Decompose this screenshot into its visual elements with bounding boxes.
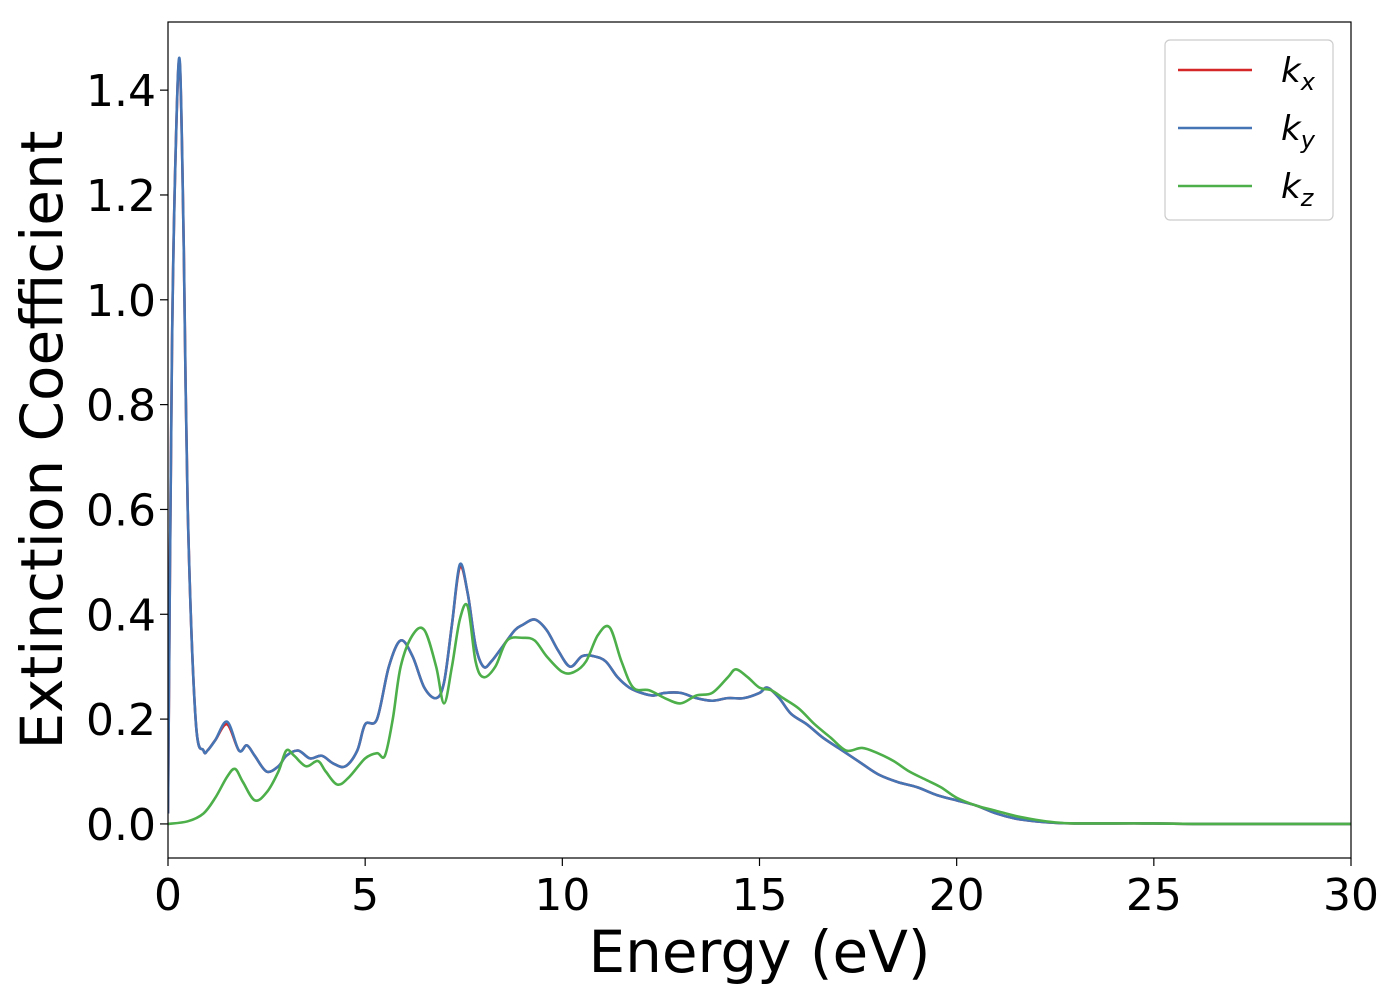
y-tick-label: 1.0: [86, 276, 156, 327]
x-axis-title: Energy (eV): [588, 918, 930, 986]
x-tick-label: 10: [534, 870, 590, 921]
x-tick-label: 0: [154, 870, 182, 921]
series-line-z: [168, 602, 1351, 826]
legend-label-x: kx: [1281, 51, 1316, 96]
legend-label-z: kz: [1281, 167, 1315, 212]
y-tick-label: 1.4: [86, 66, 156, 117]
y-axis-title: Extinction Coefficient: [8, 131, 76, 750]
y-tick-label: 1.2: [86, 171, 156, 222]
legend: kx ky kz: [1164, 39, 1334, 221]
legend-label-y: ky: [1281, 109, 1316, 154]
legend-box: [1164, 39, 1334, 221]
y-tick-label: 0.2: [86, 695, 156, 746]
x-axis-ticks: 0 5 10 15 20 25 30: [154, 858, 1379, 921]
y-tick-label: 0.8: [86, 381, 156, 432]
x-tick-label: 20: [929, 870, 985, 921]
y-tick-label: 0.0: [86, 800, 156, 851]
series-layer: [168, 56, 1351, 826]
y-axis-ticks: 0.0 0.2 0.4 0.6 0.8 1.0 1.2 1.4: [86, 66, 168, 851]
y-tick-label: 0.6: [86, 485, 156, 536]
series-line-y: [168, 56, 1351, 826]
x-tick-label: 30: [1323, 870, 1379, 921]
x-tick-label: 15: [732, 870, 788, 921]
x-tick-label: 5: [351, 870, 379, 921]
y-tick-label: 0.4: [86, 590, 156, 641]
x-tick-label: 25: [1126, 870, 1182, 921]
